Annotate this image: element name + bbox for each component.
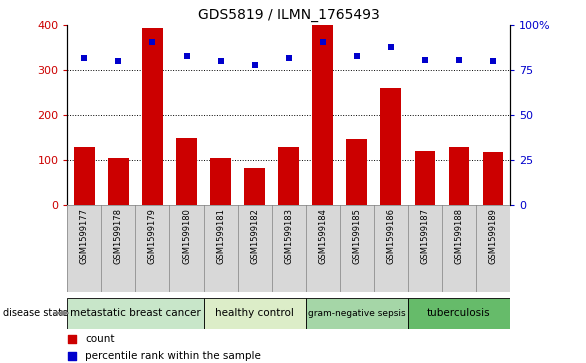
Bar	[210, 158, 231, 205]
Text: metastatic breast cancer: metastatic breast cancer	[70, 308, 201, 318]
Point	[352, 53, 362, 59]
Bar	[346, 139, 367, 205]
Text: GSM1599181: GSM1599181	[216, 208, 225, 264]
Text: GSM1599186: GSM1599186	[386, 208, 395, 264]
Point	[114, 58, 123, 64]
Text: healthy control: healthy control	[215, 308, 294, 318]
Point	[250, 62, 259, 68]
Bar	[380, 88, 401, 205]
Text: GSM1599185: GSM1599185	[352, 208, 361, 264]
Bar	[312, 25, 333, 205]
Bar	[108, 158, 129, 205]
Point	[216, 58, 225, 64]
Text: GSM1599180: GSM1599180	[182, 208, 191, 264]
Bar	[483, 152, 503, 205]
Point	[454, 57, 464, 62]
Text: GSM1599179: GSM1599179	[148, 208, 157, 264]
Text: GSM1599177: GSM1599177	[80, 208, 89, 264]
Point	[386, 44, 396, 50]
Point	[182, 53, 191, 59]
Point	[148, 39, 157, 45]
Title: GDS5819 / ILMN_1765493: GDS5819 / ILMN_1765493	[197, 8, 380, 22]
Bar	[176, 138, 197, 205]
Text: GSM1599187: GSM1599187	[420, 208, 429, 264]
Point	[67, 353, 77, 359]
Bar	[448, 147, 469, 205]
Text: GSM1599188: GSM1599188	[454, 208, 464, 264]
Bar	[203, 298, 306, 329]
Text: GSM1599183: GSM1599183	[284, 208, 293, 264]
Text: tuberculosis: tuberculosis	[427, 308, 490, 318]
Text: GSM1599182: GSM1599182	[250, 208, 259, 264]
Point	[67, 337, 77, 342]
Point	[488, 58, 498, 64]
Bar	[67, 298, 203, 329]
Bar	[414, 151, 435, 205]
Text: GSM1599189: GSM1599189	[488, 208, 498, 264]
Text: gram-negative sepsis: gram-negative sepsis	[308, 309, 406, 318]
Point	[420, 57, 430, 62]
Point	[80, 55, 89, 61]
Text: count: count	[85, 334, 115, 344]
Text: GSM1599184: GSM1599184	[318, 208, 327, 264]
Text: GSM1599178: GSM1599178	[114, 208, 123, 264]
Bar	[74, 147, 94, 205]
Bar	[278, 147, 299, 205]
Point	[284, 55, 294, 61]
Bar	[306, 298, 408, 329]
Bar	[244, 168, 265, 205]
Bar	[142, 28, 163, 205]
Point	[318, 39, 328, 45]
Bar	[408, 298, 510, 329]
Text: percentile rank within the sample: percentile rank within the sample	[85, 351, 261, 361]
Text: disease state: disease state	[3, 308, 68, 318]
